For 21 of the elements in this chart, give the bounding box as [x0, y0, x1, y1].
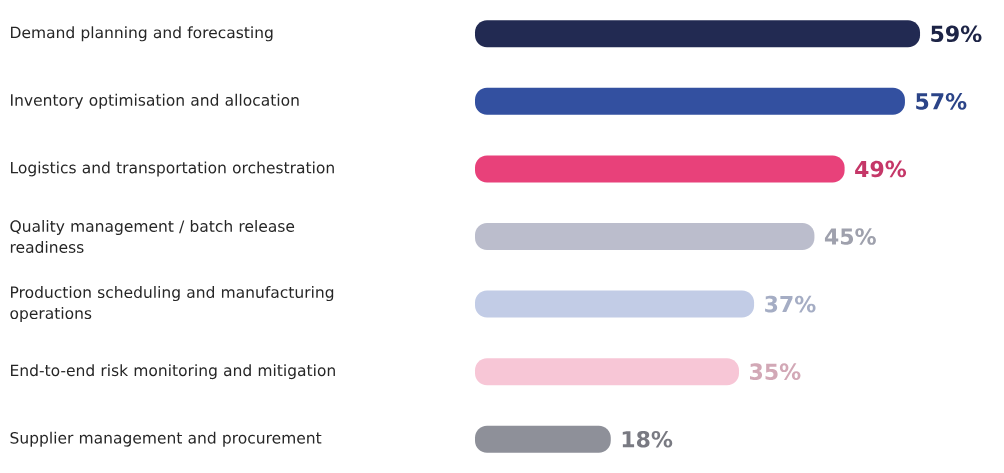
y-tick-label: Demand planning and forecasting	[11, 26, 273, 42]
data-label: 49%	[855, 160, 907, 178]
y-tick-label: End-to-end risk monitoring and mitigation	[11, 364, 335, 380]
bar	[475, 425, 611, 453]
bar	[475, 358, 739, 386]
data-label: 59%	[931, 25, 982, 43]
data-label: 45%	[824, 228, 876, 245]
bar	[475, 155, 845, 183]
data-label: 57%	[916, 93, 967, 110]
bar	[475, 223, 815, 251]
y-tick-label: Inventory optimisation and allocation	[11, 93, 299, 109]
data-label: 35%	[749, 363, 801, 380]
y-tick-label: Production scheduling and manufacturing operations	[10, 286, 334, 323]
y-tick-label: Supplier management and procurement	[10, 431, 322, 447]
data-label: 18%	[622, 430, 673, 448]
y-tick-label: Quality management / batch release readiness	[10, 220, 295, 253]
bar	[475, 87, 905, 115]
y-tick-label: Logistics and transportation orchestration	[11, 161, 334, 177]
bar	[475, 20, 921, 48]
data-label: 37%	[765, 295, 816, 313]
bar	[475, 290, 755, 318]
